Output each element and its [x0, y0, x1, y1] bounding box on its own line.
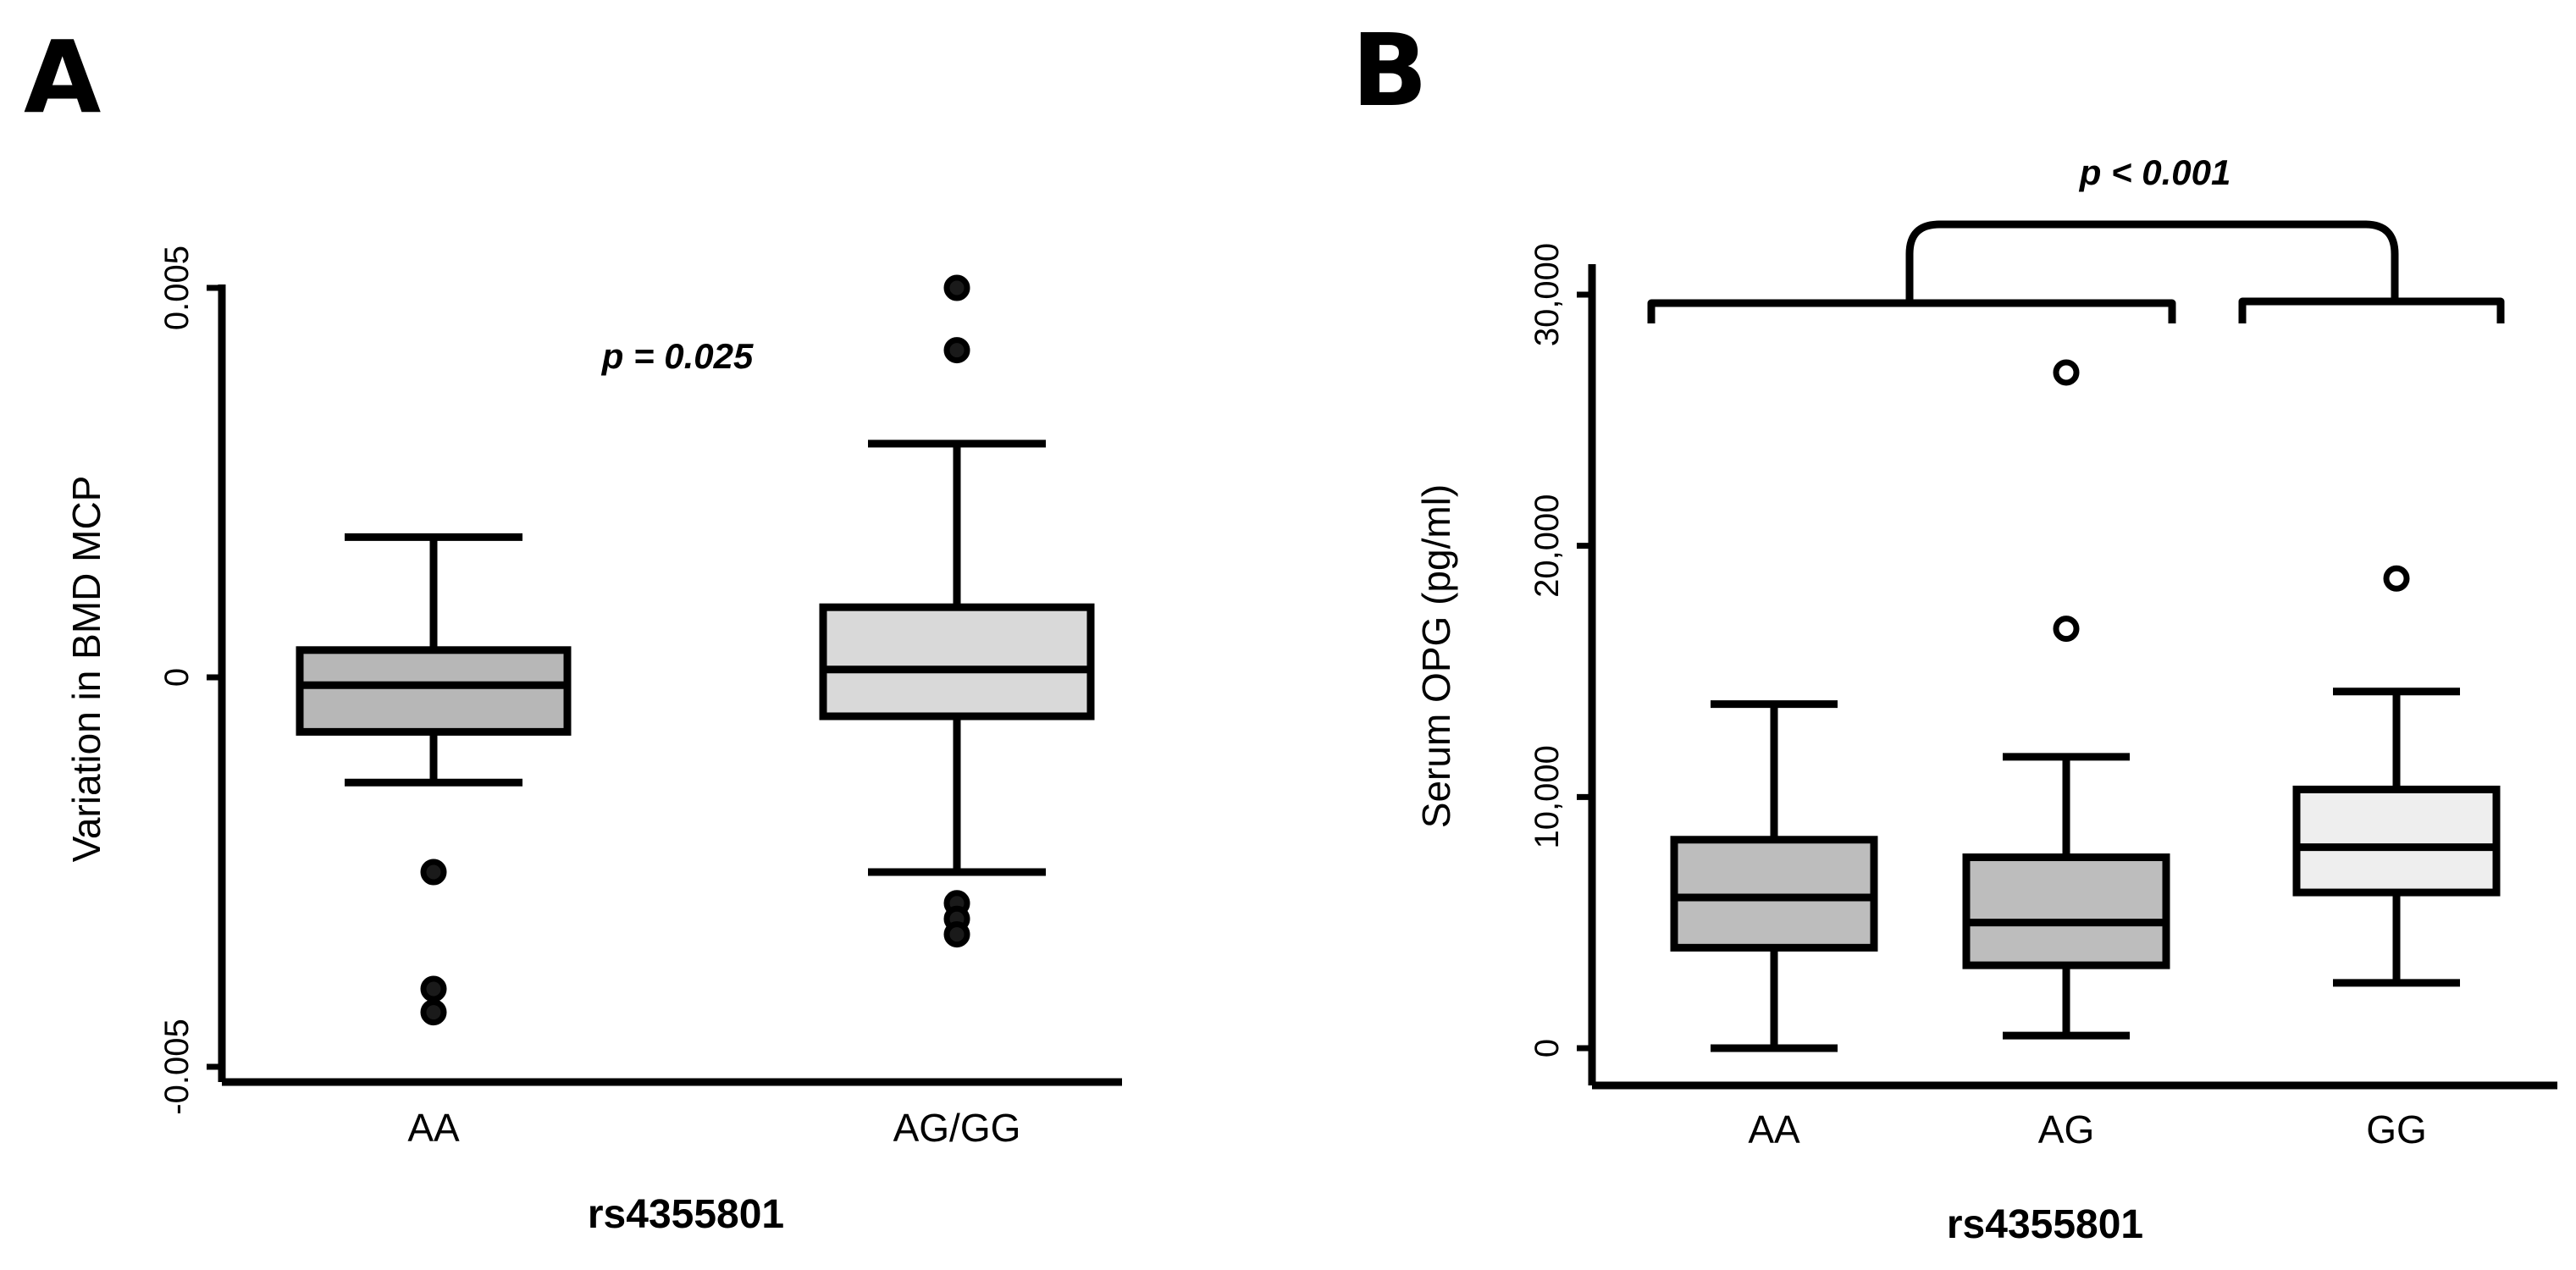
panel-a: A Variation in BMD MCP p = 0.025 rs43558… — [24, 19, 1122, 1237]
panel-b-outlier-point — [2053, 616, 2080, 643]
panel-a-outlier-point — [943, 337, 970, 364]
panel-b-significance-bracket — [1647, 220, 2505, 323]
panel-a-outlier-point — [943, 274, 970, 301]
panel-a-outlier-point — [420, 859, 447, 886]
panel-a-box — [296, 646, 572, 736]
panel-a-outlier-point — [420, 975, 447, 1002]
panel-a-box — [819, 603, 1095, 721]
panel-b-y-tick-label: 0 — [1528, 1039, 1566, 1057]
panel-b-outlier-point — [2383, 565, 2410, 592]
panel-b: B Serum OPG (pg/ml) p < 0.001 rs4355801 … — [1352, 12, 2557, 1247]
panel-a-y-axis-title: Variation in BMD MCP — [64, 476, 108, 863]
panel-b-x-axis-title: rs4355801 — [1947, 1202, 2143, 1247]
panel-a-y-tick-label: 0 — [158, 668, 196, 687]
panel-b-y-axis-title: Serum OPG (pg/ml) — [1414, 484, 1458, 828]
panel-b-box — [1962, 853, 2170, 969]
panel-a-p-value: p = 0.025 — [601, 336, 754, 376]
panel-b-bracket-top — [1905, 220, 2399, 303]
panel-b-bracket-right — [2238, 297, 2505, 323]
panel-a-label: A — [24, 19, 101, 135]
panel-a-y-tick-label: -0.005 — [158, 1019, 196, 1114]
panel-b-axes: 0 10,000 20,000 30,000 — [1528, 243, 2557, 1090]
panel-a-outlier-point — [420, 999, 447, 1026]
panel-b-y-tick-label: 30,000 — [1528, 243, 1566, 346]
panel-a-y-tick-label: 0.005 — [158, 246, 196, 330]
panel-b-box — [2292, 785, 2501, 897]
panel-b-category-label: AG — [2038, 1107, 2094, 1151]
panel-b-category-label: GG — [2366, 1107, 2427, 1151]
panel-b-outlier-point — [2053, 359, 2080, 386]
panel-a-x-axis-title: rs4355801 — [588, 1192, 784, 1237]
panel-a-boxes: AA AG/GG — [296, 274, 1095, 1150]
panel-b-bracket-left — [1647, 299, 2176, 323]
panel-a-category-label: AA — [407, 1106, 460, 1150]
panel-b-boxes: AA AG GG — [1670, 359, 2501, 1151]
panel-a-outlier-point — [943, 921, 970, 948]
panel-a-axes: -0.005 0 0.005 — [158, 246, 1122, 1115]
panel-a-category-label: AG/GG — [893, 1106, 1021, 1150]
panel-b-y-tick-label: 10,000 — [1528, 745, 1566, 848]
panel-b-category-label: AA — [1748, 1107, 1800, 1151]
panel-b-label: B — [1352, 12, 1428, 129]
panel-b-y-tick-label: 20,000 — [1528, 494, 1566, 597]
panel-b-p-value: p < 0.001 — [2079, 152, 2231, 192]
